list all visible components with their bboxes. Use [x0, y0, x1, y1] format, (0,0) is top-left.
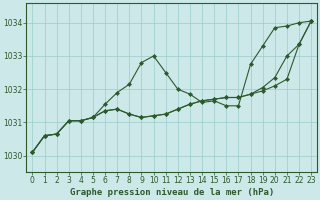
X-axis label: Graphe pression niveau de la mer (hPa): Graphe pression niveau de la mer (hPa) [70, 188, 274, 197]
